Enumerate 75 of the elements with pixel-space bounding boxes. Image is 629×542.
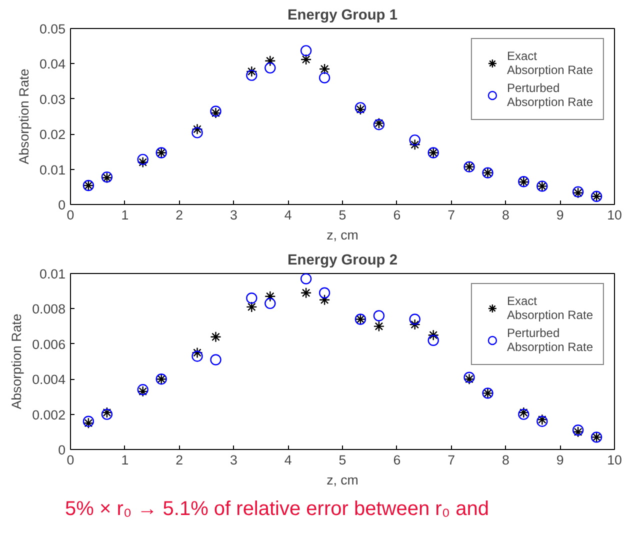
point [300,45,312,56]
point [137,154,148,166]
y-tick-label: 0 [58,442,66,458]
x-tick-label: 2 [176,208,184,222]
point [210,331,222,342]
point [409,134,420,146]
y-tick-label: 0.05 [40,22,66,36]
y-tick-label: 0.01 [40,266,66,282]
point [192,347,203,358]
legend-label: Exact Absorption Rate [506,49,593,77]
point [318,287,330,298]
point [246,292,258,304]
point [428,334,439,346]
point [318,63,330,75]
point [300,287,312,298]
x-tick-label: 7 [448,452,456,468]
x-tick-label: 6 [393,452,401,468]
x-tick-label: 1 [121,452,129,468]
point [192,350,203,362]
x-tick-label: 9 [556,452,564,468]
point [137,156,148,168]
point [409,139,420,150]
x-tick-label: 4 [284,208,292,222]
x-tick-label: 7 [448,208,456,222]
x-tick-label: 2 [176,452,184,468]
point [373,320,385,332]
point [264,62,276,74]
y-tick-label: 0.004 [32,372,66,388]
x-tick-label: 5 [338,452,346,468]
point [264,55,276,66]
point [318,294,330,306]
point [409,318,420,330]
y-tick-label: 0.02 [40,127,66,142]
y-axis-title: Absorption Rate [9,314,24,410]
x-axis-title: z, cm [326,228,358,242]
point [300,54,312,66]
chart-title: Energy Group 2 [288,252,398,268]
point [373,310,385,322]
y-tick-label: 0.01 [40,162,66,178]
legend-label: Perturbed Absorption Rate [506,81,593,109]
point [246,70,258,81]
point [246,301,258,313]
x-tick-label: 9 [556,208,564,222]
y-tick-label: 0.006 [32,336,66,352]
x-tick-label: 10 [607,452,622,468]
y-tick-label: 0 [58,198,66,212]
x-tick-label: 6 [393,208,401,222]
point [318,72,330,84]
point [210,354,222,366]
x-tick-label: 5 [338,208,346,222]
y-axis-title: Absorption Rate [16,68,32,164]
y-tick-label: 0.03 [40,92,66,107]
point [300,274,312,284]
point [192,127,203,138]
point [428,330,439,341]
x-tick-label: 8 [502,208,510,222]
x-tick-label: 8 [502,452,510,468]
text: 5% × r₀ → 5.1% of relative error between r₀ and [65,497,490,522]
y-tick-label: 0.04 [40,56,66,72]
point [192,124,203,135]
y-tick-label: 0.008 [32,302,66,317]
point [264,298,276,310]
x-tick-label: 1 [121,208,129,222]
point [246,66,258,78]
x-tick-label: 3 [230,208,238,222]
legend-label: Exact Absorption Rate [506,294,593,322]
x-axis-title: z, cm [326,472,358,488]
x-tick-label: 3 [230,452,238,468]
x-tick-label: 10 [607,208,622,222]
legend-label: Perturbed Absorption Rate [506,326,593,354]
chart-title: Energy Group 1 [288,8,398,24]
y-tick-label: 0.002 [32,407,66,422]
point [409,314,420,325]
x-tick-label: 4 [284,452,292,468]
point [264,290,276,302]
